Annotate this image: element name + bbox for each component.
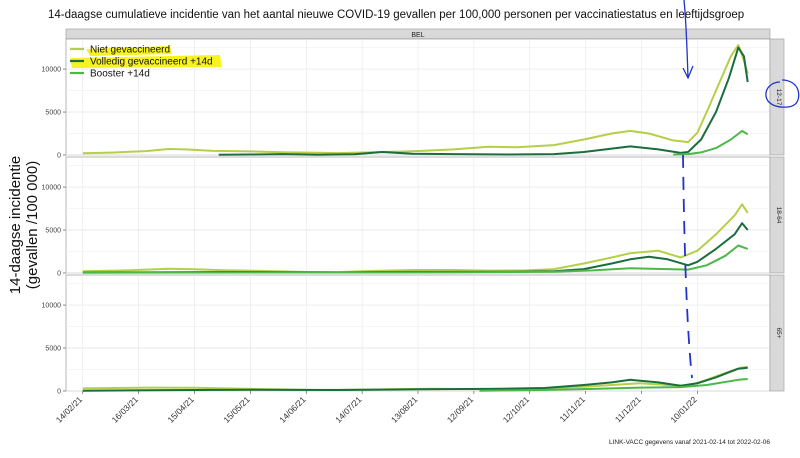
x-tick-label: 11/11/21 bbox=[557, 394, 587, 424]
x-tick-label: 14/06/21 bbox=[277, 394, 308, 425]
panel-strip bbox=[769, 274, 785, 392]
x-tick-label: 14/07/21 bbox=[333, 394, 364, 425]
panel-65+: 0 5000 10000 65+ bbox=[42, 274, 785, 396]
x-tick-label: 15/05/21 bbox=[221, 394, 252, 425]
x-tick-label: 14/02/21 bbox=[54, 394, 85, 425]
y-tick-label: 5000 bbox=[45, 110, 61, 117]
panel-strip bbox=[769, 156, 785, 274]
series-line-volledig-gevaccineerd-14d bbox=[82, 366, 748, 392]
y-tick-label: 0 bbox=[57, 389, 61, 396]
y-tick-label: 5000 bbox=[45, 346, 61, 353]
top-strip-label: BEL bbox=[411, 32, 424, 39]
y-tick-label: 0 bbox=[57, 271, 61, 278]
series-line-booster-14d bbox=[673, 129, 749, 156]
x-tick-label: 13/08/21 bbox=[389, 394, 420, 425]
series-line-booster-14d bbox=[82, 244, 749, 274]
annotation-arrowhead bbox=[682, 65, 694, 80]
y-tick-label: 10000 bbox=[42, 185, 62, 192]
legend-label: Niet gevaccineerd bbox=[90, 45, 170, 56]
panel-strip-label: 18-64 bbox=[775, 207, 782, 224]
chart-caption: LINK-VACC gegevens vanaf 2021-02-14 tot … bbox=[609, 439, 770, 446]
y-tick-label: 0 bbox=[57, 153, 61, 160]
chart-title: 14-daagse cumulatieve incidentie van het… bbox=[48, 9, 744, 21]
x-tick-label: 15/04/21 bbox=[165, 394, 196, 425]
panel-strip-label: 65+ bbox=[775, 327, 782, 338]
panel-strip-label: 12-17 bbox=[775, 89, 782, 106]
x-tick-label: 10/01/22 bbox=[668, 394, 699, 425]
x-axis: 14/02/21 16/03/21 15/04/21 15/05/21 14/06/21… bbox=[54, 391, 699, 425]
series-line-volledig-gevaccineerd-14d bbox=[218, 46, 749, 156]
x-tick-label: 12/09/21 bbox=[445, 394, 476, 425]
y-tick-label: 10000 bbox=[42, 303, 62, 310]
annotations bbox=[682, 0, 800, 379]
y-tick-label: 5000 bbox=[45, 228, 61, 235]
x-tick-label: 16/03/21 bbox=[110, 394, 141, 425]
panel-18-64: 0 5000 10000 18-64 bbox=[42, 156, 785, 278]
x-tick-label: 12/10/21 bbox=[501, 394, 532, 425]
legend-highlight-1 bbox=[86, 46, 172, 56]
legend-label: Booster +14d bbox=[90, 69, 150, 80]
series-line-niet-gevaccineerd bbox=[82, 203, 749, 274]
x-tick-label: 11/12/21 bbox=[613, 394, 643, 424]
series-line-booster-14d bbox=[479, 378, 748, 392]
series-line-niet-gevaccineerd bbox=[82, 44, 749, 155]
annotation-arrow bbox=[683, 0, 689, 79]
annotation-circle bbox=[765, 79, 800, 108]
legend-highlight-2 bbox=[70, 55, 222, 68]
y-axis-title-line1: 14-daagse incidentie bbox=[7, 156, 24, 294]
chart-panels: 0 5000 10000 12-17 0 5000 10000 18-64 0 5000 10000… bbox=[42, 38, 785, 396]
y-axis-title-line2: (gevallen /100 000) bbox=[24, 161, 41, 289]
annotation-dashed-line bbox=[682, 154, 693, 379]
legend-label: Volledig gevaccineerd +14d bbox=[90, 57, 213, 68]
y-tick-label: 10000 bbox=[42, 67, 62, 74]
y-axis-title: 14-daagse incidentie (gevallen /100 000) bbox=[7, 156, 41, 294]
panel-strip bbox=[769, 38, 785, 156]
